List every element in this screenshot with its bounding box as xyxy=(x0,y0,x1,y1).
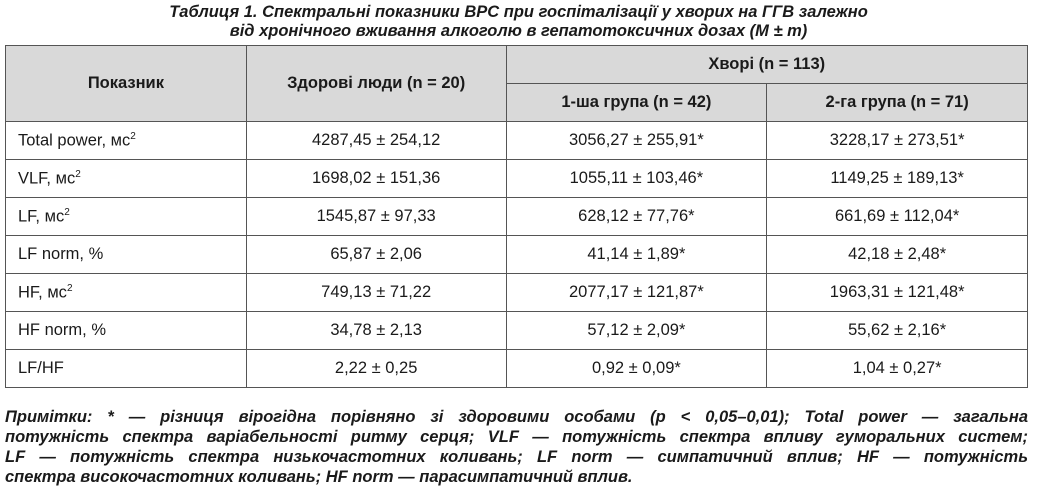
row-label: HF, мс2 xyxy=(5,273,247,312)
row-label-text: LF, мс xyxy=(18,207,65,226)
header-healthy: Здорові люди (n = 20) xyxy=(245,45,507,122)
header-group-1: 1-ша група (n = 42) xyxy=(505,83,768,122)
cell-group-1: 1055,11 ± 103,46* xyxy=(505,159,768,198)
row-label: LF, мс2 xyxy=(5,197,247,236)
row-label: LF norm, % xyxy=(5,235,247,274)
notes-line-2: потужність спектра варіабельності ритму … xyxy=(5,428,1028,446)
row-label: Total power, мс2 xyxy=(5,121,247,160)
cell-healthy: 1545,87 ± 97,33 xyxy=(245,197,507,236)
table-row: HF norm, % 34,78 ± 2,13 57,12 ± 2,09* 55,62… xyxy=(5,311,1028,350)
cell-group-2: 1963,31 ± 121,48* xyxy=(766,273,1028,312)
caption-line-1: Таблиця 1. Спектральні показники ВРС при… xyxy=(169,3,868,21)
table-row: LF/HF 2,22 ± 0,25 0,92 ± 0,09* 1,04 ± 0,27* xyxy=(5,349,1028,388)
row-label-text: VLF, мс xyxy=(18,169,76,188)
unit-superscript: 2 xyxy=(64,206,70,218)
cell-group-1: 2077,17 ± 121,87* xyxy=(505,273,768,312)
cell-healthy: 1698,02 ± 151,36 xyxy=(245,159,507,198)
unit-superscript: 2 xyxy=(130,130,136,142)
cell-healthy: 749,13 ± 71,22 xyxy=(245,273,507,312)
cell-group-2: 1149,25 ± 189,13* xyxy=(766,159,1028,198)
cell-group-1: 0,92 ± 0,09* xyxy=(505,349,768,388)
table-row: LF norm, % 65,87 ± 2,06 41,14 ± 1,89* 42,18… xyxy=(5,235,1028,274)
row-label: VLF, мс2 xyxy=(5,159,247,198)
table-row: Total power, мс2 4287,45 ± 254,12 3056,27 … xyxy=(5,121,1028,160)
cell-group-2: 3228,17 ± 273,51* xyxy=(766,121,1028,160)
row-label-text: Total power, мс xyxy=(18,131,131,150)
cell-group-1: 628,12 ± 77,76* xyxy=(505,197,768,236)
cell-group-2: 1,04 ± 0,27* xyxy=(766,349,1028,388)
cell-group-2: 661,69 ± 112,04* xyxy=(766,197,1028,236)
unit-superscript: 2 xyxy=(66,282,73,294)
notes-line-1: Примітки: * — різниця вірогідна порівнян… xyxy=(5,408,1028,426)
cell-group-2: 42,18 ± 2,48* xyxy=(766,235,1028,274)
cell-group-1: 57,12 ± 2,09* xyxy=(505,311,768,350)
row-label-text: HF norm, % xyxy=(18,321,107,339)
header-group-2: 2-га група (n = 71) xyxy=(766,83,1028,122)
row-label-text: LF norm, % xyxy=(18,245,104,263)
cell-healthy: 2,22 ± 0,25 xyxy=(245,349,507,388)
header-patients: Хворі (n = 113) xyxy=(505,45,1029,84)
notes-line-4: спектра високочастотних коливань; HF nor… xyxy=(5,468,633,486)
row-label-text: HF, мс xyxy=(18,283,67,302)
table-caption: Таблиця 1. Спектральні показники ВРС при… xyxy=(0,3,1037,41)
table-row: HF, мс2 749,13 ± 71,22 2077,17 ± 121,87* 19… xyxy=(5,273,1028,312)
cell-healthy: 4287,45 ± 254,12 xyxy=(245,121,507,160)
cell-group-1: 41,14 ± 1,89* xyxy=(505,235,768,274)
row-label: LF/HF xyxy=(5,349,247,388)
cell-group-2: 55,62 ± 2,16* xyxy=(766,311,1028,350)
cell-healthy: 34,78 ± 2,13 xyxy=(245,311,507,350)
row-label-text: LF/HF xyxy=(18,359,64,377)
row-label: HF norm, % xyxy=(5,311,247,350)
cell-healthy: 65,87 ± 2,06 xyxy=(245,235,507,274)
table-row: VLF, мс2 1698,02 ± 151,36 1055,11 ± 103,46… xyxy=(5,159,1028,198)
notes-line-3: LF — потужність спектра низькочастотних … xyxy=(5,448,1028,466)
unit-superscript: 2 xyxy=(75,168,81,180)
table-notes: Примітки: * — різниця вірогідна порівнян… xyxy=(5,407,1028,487)
header-indicator: Показник xyxy=(5,45,247,122)
cell-group-1: 3056,27 ± 255,91* xyxy=(505,121,768,160)
table-body: Total power, мс2 4287,45 ± 254,12 3056,27 … xyxy=(5,121,1028,388)
table-row: LF, мс2 1545,87 ± 97,33 628,12 ± 77,76* 661… xyxy=(5,197,1028,236)
caption-line-2: від хронічного вживання алкоголю в гепат… xyxy=(229,22,808,40)
data-table: Показник Здорові люди (n = 20) Хворі (n … xyxy=(5,45,1029,388)
